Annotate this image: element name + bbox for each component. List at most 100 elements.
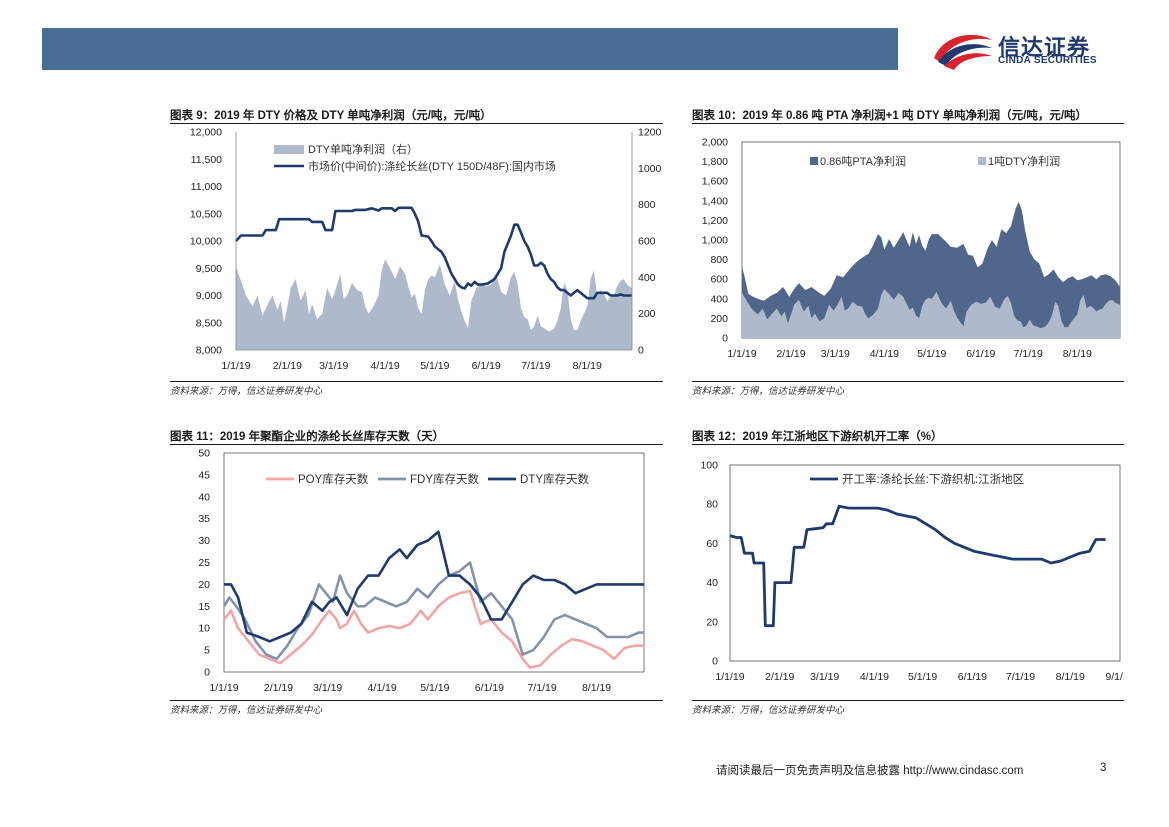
y-tick-label: 200 <box>638 308 656 320</box>
y-tick-label: 0 <box>712 656 718 668</box>
x-tick-label: 5/1/19 <box>917 348 946 360</box>
source-rule <box>170 381 663 382</box>
logo-english-name: CINDA SECURITIES <box>998 55 1097 66</box>
chart-panel-9: 图表 9：2019 年 DTY 价格及 DTY 单吨净利润（元/吨，元/吨） 8… <box>170 107 663 397</box>
y-tick-label: 10 <box>198 623 210 635</box>
y-tick-label: 12,000 <box>190 127 222 139</box>
x-tick-label: 4/1/19 <box>371 360 400 372</box>
x-tick-label: 8/1/19 <box>1063 348 1092 360</box>
chart-title: 图表 12：2019 年江浙地区下游织机开工率（%） <box>692 431 943 443</box>
loom-operating-rate-chart: 0 20 40 60 80 100 1/1/19 2/1/19 3/1/19 4/1/19 5/1/… <box>700 460 1124 684</box>
plot-frame <box>223 452 645 673</box>
y-tick-label: 1,600 <box>702 176 728 188</box>
x-tick-label: 3/1/19 <box>821 348 850 360</box>
x-tick-label: 7/1/19 <box>1006 671 1035 683</box>
chart-source: 资料来源：万得，信达证券研发中心 <box>170 386 323 397</box>
y-tick-label: 35 <box>198 513 210 525</box>
x-tick-label: 3/1/19 <box>313 682 342 694</box>
x-tick-label: 7/1/19 <box>521 360 550 372</box>
y-tick-label: 40 <box>198 491 210 503</box>
series-poy-line <box>222 589 644 669</box>
x-tick-label: 4/1/19 <box>368 682 397 694</box>
chart-panel-12: 图表 12：2019 年江浙地区下游织机开工率（%） 0 20 40 60 80 100 1… <box>692 428 1124 718</box>
source-rule <box>170 700 663 701</box>
y-tick-label: 1,400 <box>702 195 728 207</box>
chart-title: 图表 10：2019 年 0.86 吨 PTA 净利润+1 吨 DTY 单吨净利… <box>692 110 1088 122</box>
y-tick-label: 100 <box>700 460 718 472</box>
legend-label: FDY库存天数 <box>410 472 479 486</box>
chart-title: 图表 9：2019 年 DTY 价格及 DTY 单吨净利润（元/吨，元/吨） <box>170 110 492 122</box>
chart-title: 图表 11：2019 年聚酯企业的涤纶长丝库存天数（天） <box>170 431 445 443</box>
y-tick-label: 400 <box>710 293 728 305</box>
y-tick-label: 0 <box>204 667 210 679</box>
y-tick-label: 1,000 <box>702 235 728 247</box>
x-tick-label: 7/1/19 <box>527 682 556 694</box>
dty-price-profit-chart: 8,000 8,500 9,000 9,500 10,000 10,500 11,000 11… <box>190 127 662 373</box>
title-underline <box>170 123 663 124</box>
title-underline <box>692 444 1124 445</box>
y-tick-label: 20 <box>706 616 718 628</box>
pta-dty-profit-chart: 0 200 400 600 800 1,000 1,200 1,400 1,600 1,800 2,… <box>702 137 1121 360</box>
y-tick-label: 9,000 <box>196 290 222 302</box>
x-tick-label: 1/1/19 <box>221 360 250 372</box>
y-tick-label: 45 <box>198 469 210 481</box>
series-pta-profit-area <box>742 201 1120 338</box>
y-tick-label: 8,000 <box>196 345 222 357</box>
x-tick-label: 1/1/19 <box>715 671 744 683</box>
chart-panel-10: 图表 10：2019 年 0.86 吨 PTA 净利润+1 吨 DTY 单吨净利… <box>692 107 1124 397</box>
x-tick-label: 8/1/19 <box>582 682 611 694</box>
y-tick-label: 400 <box>638 272 656 284</box>
legend-swatch-dty <box>978 157 986 165</box>
y-tick-label: 8,500 <box>196 317 222 329</box>
source-rule <box>692 381 1124 382</box>
y-tick-label: 2,000 <box>702 137 728 149</box>
legend-label: 开工率:涤纶长丝:下游织机:江浙地区 <box>842 472 1024 486</box>
x-tick-label: 6/1/19 <box>958 671 987 683</box>
y-tick-label: 11,500 <box>191 154 222 166</box>
legend-label: 1吨DTY净利润 <box>988 154 1060 168</box>
legend-label: 0.86吨PTA净利润 <box>820 154 906 168</box>
y-tick-label: 600 <box>638 236 656 248</box>
page-number: 3 <box>1100 762 1107 774</box>
x-tick-label: 4/1/19 <box>870 348 899 360</box>
y-tick-label: 0 <box>638 345 644 357</box>
title-underline <box>692 123 1124 124</box>
chart-source: 资料来源：万得，信达证券研发中心 <box>692 705 845 716</box>
x-tick-label: 3/1/19 <box>319 360 348 372</box>
series-operating-rate-line <box>729 504 1106 628</box>
y-tick-label: 0 <box>722 333 728 345</box>
y-tick-label: 200 <box>710 313 728 325</box>
source-rule <box>692 700 1124 701</box>
y-tick-label: 1,200 <box>702 215 728 227</box>
y-tick-label: 40 <box>706 577 718 589</box>
series-dty-line <box>224 530 644 643</box>
footer-disclaimer: 请阅读最后一页免责声明及信息披露 http://www.cindasc.com <box>716 765 1024 777</box>
company-logo: 信达证券 CINDA SECURITIES <box>930 28 1130 72</box>
plot-frame <box>729 464 1121 662</box>
y-tick-label: 20 <box>198 579 210 591</box>
series-dty-profit-area <box>742 289 1120 338</box>
chart-panel-11: 图表 11：2019 年聚酯企业的涤纶长丝库存天数（天） 0 5 10 15 20 25 3… <box>170 428 663 718</box>
y-tick-label: 1200 <box>638 127 662 139</box>
x-tick-label: 1/1/19 <box>727 348 756 360</box>
y-tick-label: 80 <box>706 499 718 511</box>
inventory-days-chart: 0 5 10 15 20 25 30 35 40 45 50 1/1/19 2/1/19 3/1/19 4/… <box>198 448 645 694</box>
x-tick-label: 2/1/19 <box>776 348 805 360</box>
y-tick-label: 30 <box>198 535 210 547</box>
series-fdy-line <box>222 561 644 661</box>
x-tick-label: 2/1/19 <box>264 682 293 694</box>
y-tick-label: 5 <box>204 645 210 657</box>
x-tick-label: 4/1/19 <box>860 671 889 683</box>
x-tick-label: 5/1/19 <box>908 671 937 683</box>
y-tick-label: 600 <box>710 274 728 286</box>
legend-label: DTY单吨净利润（右） <box>308 142 418 156</box>
x-tick-label: 8/1/19 <box>573 360 602 372</box>
legend-label: 市场价(中间价):涤纶长丝(DTY 150D/48F):国内市场 <box>308 159 556 173</box>
x-tick-label: 9/1/19 <box>1105 671 1124 683</box>
x-tick-label: 6/1/19 <box>472 360 501 372</box>
legend-swatch-pta <box>810 157 818 165</box>
x-tick-label: 6/1/19 <box>475 682 504 694</box>
y-tick-label: 50 <box>198 448 210 460</box>
x-tick-label: 5/1/19 <box>420 682 449 694</box>
legend-label: POY库存天数 <box>298 472 369 486</box>
